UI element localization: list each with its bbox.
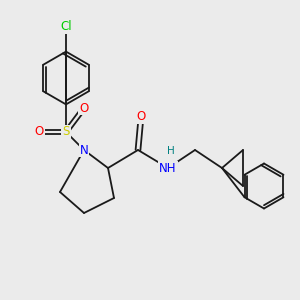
Text: S: S	[62, 125, 70, 139]
Text: Cl: Cl	[60, 20, 72, 34]
Text: O: O	[136, 110, 146, 124]
Text: N: N	[80, 143, 88, 157]
Text: H: H	[167, 146, 175, 157]
Text: NH: NH	[159, 161, 177, 175]
Text: O: O	[80, 101, 88, 115]
Text: O: O	[34, 125, 43, 139]
